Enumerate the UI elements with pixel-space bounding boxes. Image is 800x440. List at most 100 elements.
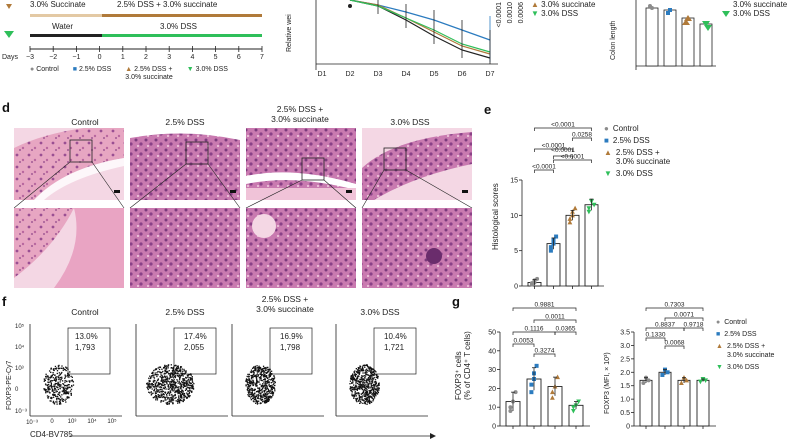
flow-event bbox=[47, 377, 49, 379]
hist-header-control: Control bbox=[71, 117, 99, 127]
flow-event bbox=[164, 370, 166, 373]
days-label: Days bbox=[2, 54, 18, 61]
flow-event bbox=[372, 398, 375, 400]
flow-event bbox=[357, 371, 360, 373]
flow-event bbox=[167, 398, 169, 400]
flow-event bbox=[172, 375, 174, 377]
flow-event bbox=[269, 385, 272, 387]
flow-event bbox=[351, 376, 353, 378]
flow-event bbox=[49, 380, 52, 382]
flow-event bbox=[256, 366, 258, 369]
colon-bars bbox=[645, 4, 713, 67]
flow-event bbox=[179, 376, 182, 378]
flow-event bbox=[366, 398, 368, 401]
y-tick-label: 0.5 bbox=[620, 410, 630, 417]
flow-event bbox=[59, 402, 61, 405]
flow-event bbox=[258, 369, 260, 371]
flow-event bbox=[352, 382, 354, 384]
flow-event bbox=[262, 374, 265, 376]
flow-event bbox=[56, 372, 58, 375]
flow-event bbox=[264, 375, 267, 377]
flow-event bbox=[365, 385, 367, 388]
flow-event bbox=[65, 384, 67, 387]
flow-event bbox=[160, 376, 163, 379]
flow-y-tick: 10³ bbox=[15, 366, 24, 372]
flow-event bbox=[190, 374, 192, 376]
flow-event bbox=[267, 380, 269, 382]
flow-event bbox=[255, 368, 257, 370]
flow-event bbox=[186, 382, 188, 385]
flow-event bbox=[172, 367, 174, 370]
flow-event bbox=[264, 385, 266, 387]
flow-event bbox=[368, 400, 371, 402]
flow-event bbox=[265, 369, 267, 371]
flow-event bbox=[171, 379, 173, 381]
flow-event bbox=[154, 369, 156, 371]
flow-event bbox=[247, 381, 249, 384]
flow-event bbox=[161, 389, 163, 391]
flow-event bbox=[250, 393, 252, 396]
flow-event bbox=[361, 395, 363, 397]
flow-event bbox=[253, 375, 255, 378]
flow-event bbox=[372, 389, 375, 392]
flow-event bbox=[257, 367, 259, 369]
flow-event bbox=[358, 375, 360, 377]
flow-header-dss25: 2.5% DSS bbox=[165, 307, 205, 317]
flow-event bbox=[352, 373, 354, 375]
flow-event bbox=[269, 392, 271, 395]
flow-event bbox=[371, 392, 373, 395]
flow-event bbox=[365, 364, 367, 367]
flow-event bbox=[163, 378, 165, 381]
flow-event bbox=[248, 386, 251, 388]
p-value: 0.3274 bbox=[535, 348, 555, 355]
flow-event bbox=[166, 392, 169, 394]
flow-event bbox=[267, 391, 269, 393]
flow-event bbox=[171, 384, 173, 386]
flow-event bbox=[58, 367, 60, 370]
flow-event bbox=[167, 385, 170, 387]
flow-event bbox=[175, 386, 177, 389]
flow-event bbox=[187, 376, 189, 379]
flow-event bbox=[59, 391, 61, 393]
flow-event bbox=[351, 393, 353, 395]
flow-event bbox=[256, 365, 258, 367]
flow-event bbox=[57, 367, 60, 370]
flow-event bbox=[352, 388, 354, 390]
flow-event bbox=[172, 402, 174, 405]
flow-event bbox=[374, 370, 376, 372]
flow-event bbox=[369, 370, 371, 372]
flow-event bbox=[263, 395, 265, 397]
flow-event bbox=[256, 403, 259, 405]
flow-event bbox=[146, 383, 148, 385]
flow-event bbox=[170, 384, 172, 387]
flow-event bbox=[361, 378, 363, 380]
flow-event bbox=[366, 381, 368, 383]
flow-event bbox=[150, 376, 152, 378]
flow-event bbox=[64, 374, 66, 376]
flow-event bbox=[255, 377, 257, 379]
flow-event bbox=[185, 371, 187, 373]
flow-event bbox=[250, 371, 253, 373]
flow-event bbox=[248, 373, 250, 375]
flow-event bbox=[355, 373, 358, 376]
flow-event bbox=[371, 387, 373, 389]
flow-event bbox=[366, 369, 369, 372]
flow-event bbox=[263, 400, 265, 402]
flow-event bbox=[263, 373, 265, 375]
flow-event bbox=[181, 393, 184, 396]
flow-event bbox=[361, 384, 363, 386]
flow-event bbox=[365, 391, 368, 393]
dss-succ-bar bbox=[102, 14, 262, 17]
flow-event bbox=[178, 370, 181, 372]
flow-event bbox=[266, 400, 269, 403]
flow-event bbox=[58, 378, 60, 380]
flow-event bbox=[263, 386, 265, 388]
flow-event bbox=[266, 366, 268, 369]
flow-event bbox=[162, 380, 164, 382]
flow-event bbox=[180, 395, 182, 398]
flow-event bbox=[184, 394, 186, 397]
flow-event bbox=[59, 383, 61, 386]
flow-event bbox=[169, 374, 171, 377]
flow-gate-percent: 13.0% bbox=[75, 332, 98, 341]
flow-event bbox=[152, 385, 154, 388]
